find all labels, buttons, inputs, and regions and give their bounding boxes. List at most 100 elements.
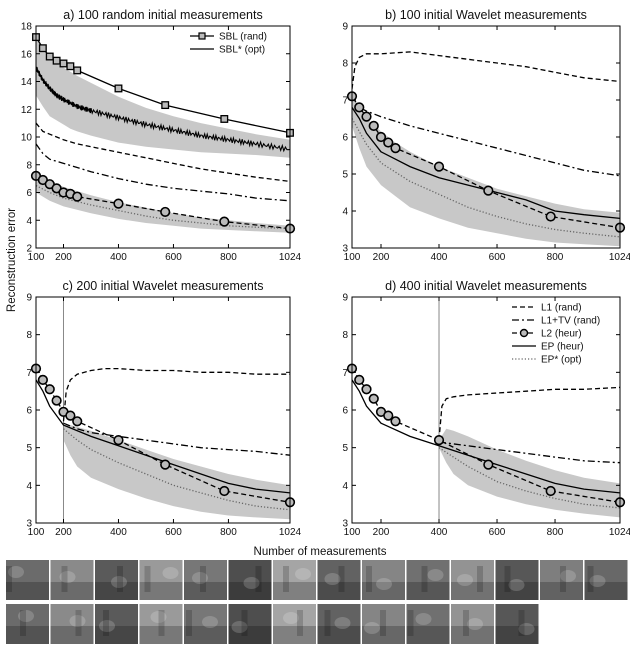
thumbnail-image xyxy=(228,560,272,600)
series-marker xyxy=(383,410,394,421)
y-tick-label: 8 xyxy=(342,59,348,70)
series-line-4 xyxy=(36,379,290,494)
y-tick-label: 7 xyxy=(342,96,348,107)
series-marker xyxy=(113,435,124,446)
y-tick-label: 4 xyxy=(26,216,32,227)
x-tick-label: 100 xyxy=(344,252,361,263)
x-tick-label: 800 xyxy=(220,252,237,263)
x-tick-label: 200 xyxy=(373,527,390,538)
thumbnail-image xyxy=(273,604,316,644)
x-tick-label: 1024 xyxy=(609,252,630,263)
series-marker xyxy=(354,102,365,113)
y-tick-label: 9 xyxy=(26,293,32,304)
legend-entry: L1 (rand) xyxy=(541,303,582,314)
confidence-band-2 xyxy=(36,173,290,233)
thumbnail-image xyxy=(406,604,450,644)
y-tick-label: 18 xyxy=(21,22,33,33)
y-tick-label: 4 xyxy=(342,481,348,492)
series-line-3 xyxy=(36,122,290,183)
x-tick-label: 400 xyxy=(431,252,448,263)
chart-title: c) 200 initial Wavelet measurements xyxy=(62,279,263,293)
series-marker xyxy=(220,115,229,123)
thumbnail-image xyxy=(317,604,361,644)
series-line-2 xyxy=(63,422,290,456)
x-tick-label: 100 xyxy=(28,252,45,263)
y-tick-label: 8 xyxy=(342,330,348,341)
thumbnail-image xyxy=(406,560,450,600)
thumbnail-image xyxy=(6,560,49,600)
series-marker xyxy=(361,384,372,395)
thumbnail-image xyxy=(184,560,227,600)
chart-panel-3: 100 200 400 600 800 1024 3 4 5 6 7 8 9 c) 200 initial… xyxy=(26,279,301,538)
x-tick-label: 1024 xyxy=(279,252,302,263)
series-marker xyxy=(368,393,379,404)
series-line-4 xyxy=(352,379,620,494)
thumbnail-image xyxy=(273,560,316,600)
series-marker xyxy=(44,384,55,395)
x-tick-label: 600 xyxy=(489,252,506,263)
y-tick-label: 6 xyxy=(342,133,348,144)
series-marker xyxy=(483,459,494,470)
x-tick-label: 1024 xyxy=(279,527,302,538)
thumbnail-image xyxy=(495,604,539,644)
series-marker xyxy=(51,395,62,406)
thumbnail-image xyxy=(95,560,138,600)
series-marker xyxy=(483,185,494,196)
series-marker xyxy=(114,84,123,93)
series-line-5 xyxy=(63,428,290,511)
thumbnail-image xyxy=(495,560,539,600)
thumbnail-image xyxy=(362,604,405,644)
x-tick-label: 400 xyxy=(110,252,127,263)
y-tick-label: 8 xyxy=(26,160,32,171)
series-line-4 xyxy=(36,143,290,202)
y-tick-label: 2 xyxy=(26,244,32,255)
thumbnail-image xyxy=(540,560,583,600)
y-tick-label: 3 xyxy=(26,519,32,530)
chart-panel-2: 100 200 400 600 800 1024 3 4 5 6 7 8 9 b) 100 initial… xyxy=(342,8,630,263)
series-marker xyxy=(375,131,387,143)
image-thumbnail-strip xyxy=(6,560,628,644)
thumbnail-image xyxy=(584,560,628,600)
x-tick-label: 100 xyxy=(28,527,45,538)
y-tick-label: 4 xyxy=(26,481,32,492)
confidence-band-1 xyxy=(36,35,290,158)
series-line-1 xyxy=(352,51,620,89)
x-tick-label: 400 xyxy=(110,527,127,538)
series-marker xyxy=(433,161,445,172)
series-line-5 xyxy=(438,447,620,509)
thumbnail-image xyxy=(50,604,94,644)
legend-entry: EP (heur) xyxy=(541,342,584,353)
series-marker xyxy=(390,143,401,154)
thumbnail-image xyxy=(184,604,227,644)
thumbnail-image xyxy=(139,560,183,600)
series-marker xyxy=(66,62,75,71)
series-line-5 xyxy=(352,118,620,238)
series-marker xyxy=(545,485,556,497)
series-line-2 xyxy=(352,95,620,177)
series-marker xyxy=(59,59,68,68)
confidence-band-1 xyxy=(439,428,620,518)
thumbnail-image xyxy=(6,604,49,644)
x-axis-label: Number of measurements xyxy=(254,546,387,558)
series-marker xyxy=(433,435,445,446)
y-tick-label: 6 xyxy=(342,406,348,417)
thumbnail-image xyxy=(228,604,272,644)
series-marker xyxy=(72,416,83,427)
x-tick-label: 400 xyxy=(431,527,448,538)
legend-entry: SBL* (opt) xyxy=(219,45,265,56)
thumbnail-image xyxy=(139,604,183,644)
y-tick-label: 6 xyxy=(26,406,32,417)
series-marker xyxy=(52,56,61,65)
thumbnail-image xyxy=(451,560,494,600)
x-tick-label: 600 xyxy=(165,252,182,263)
series-marker xyxy=(545,211,556,222)
x-tick-label: 200 xyxy=(55,527,72,538)
y-tick-label: 4 xyxy=(342,207,348,218)
series-marker xyxy=(354,374,365,385)
y-tick-label: 14 xyxy=(21,77,33,88)
legend-entry: L1+TV (rand) xyxy=(541,316,600,327)
y-tick-label: 7 xyxy=(26,368,32,379)
thumbnail-image xyxy=(451,604,494,644)
y-tick-label: 9 xyxy=(342,22,348,33)
